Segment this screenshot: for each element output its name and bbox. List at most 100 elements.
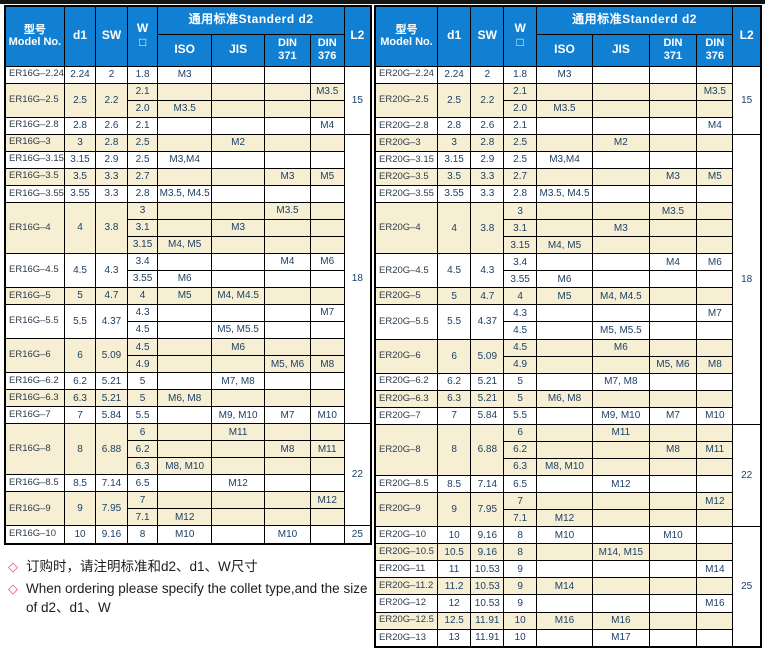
l2-cell: 22 bbox=[343, 423, 372, 527]
jis-cell bbox=[210, 99, 266, 118]
col-header-iso: ISO bbox=[535, 33, 594, 67]
din376-cell bbox=[696, 236, 734, 255]
w-cell: 5 bbox=[126, 389, 159, 408]
sw-cell: 5.09 bbox=[95, 337, 128, 374]
din376-cell bbox=[309, 474, 345, 493]
table-row: ER16G–8 8 6.88 6 M11 22 bbox=[4, 423, 372, 527]
model-cell: ER20G–5.5 bbox=[374, 304, 439, 340]
table-row: ER16G–5.5 5.5 4.37 4.3 M7 bbox=[4, 303, 371, 340]
din376-cell bbox=[696, 270, 734, 289]
din371-cell bbox=[648, 594, 698, 613]
col-header-d1: d1 bbox=[63, 5, 97, 67]
din371-cell: M3.5 bbox=[648, 201, 698, 221]
d1-cell: 3.15 bbox=[437, 150, 472, 169]
top-border-bar bbox=[0, 0, 765, 4]
jis-cell bbox=[592, 116, 650, 135]
table-row: ER20G–9 9 7.95 7 M12 bbox=[374, 492, 761, 528]
model-cell: ER16G–4.5 bbox=[4, 252, 65, 288]
table-row: ER16G–6.3 6.3 5.21 5 M6, M8 bbox=[4, 389, 371, 408]
din371-cell bbox=[648, 321, 698, 340]
din371-cell bbox=[648, 82, 698, 101]
din371-cell bbox=[648, 628, 698, 648]
d1-cell: 5 bbox=[437, 287, 472, 306]
w-cell: 3.15 bbox=[126, 235, 159, 254]
sw-cell: 5.84 bbox=[470, 406, 505, 425]
table-row: ER16G–8.5 8.5 7.14 6.5 M12 bbox=[4, 474, 371, 493]
table-row: 6.2 M8 M11 bbox=[375, 440, 761, 459]
iso-cell: M3.5 bbox=[535, 99, 594, 118]
jis-cell bbox=[592, 389, 650, 408]
d1-cell: 4.5 bbox=[63, 252, 97, 288]
d1-cell: 3.5 bbox=[63, 167, 97, 186]
jis-cell: M3 bbox=[592, 219, 650, 238]
jis-cell: M16 bbox=[592, 611, 650, 630]
w-cell: 2.8 bbox=[503, 184, 537, 204]
model-cell: ER16G–6 bbox=[4, 337, 65, 374]
din371-cell bbox=[264, 491, 311, 510]
iso-cell: M3,M4 bbox=[535, 150, 594, 169]
din371-cell: M5, M6 bbox=[264, 355, 311, 374]
model-cell: ER16G–2.5 bbox=[4, 82, 65, 118]
table-row: ER16G–10 10 9.16 8 M10 M10 25 bbox=[4, 525, 372, 545]
iso-cell bbox=[157, 440, 212, 459]
iso-cell bbox=[157, 320, 212, 340]
d1-cell: 3.5 bbox=[437, 167, 472, 186]
sw-cell: 4.37 bbox=[95, 303, 128, 340]
din376-cell bbox=[309, 508, 345, 527]
jis-cell bbox=[592, 577, 650, 596]
sw-cell: 2.9 bbox=[470, 150, 505, 169]
col-header-l2: L2 bbox=[732, 5, 762, 67]
iso-cell bbox=[157, 406, 212, 425]
d1-cell: 5 bbox=[63, 286, 97, 305]
jis-cell bbox=[592, 457, 650, 477]
model-cell: ER16G–4 bbox=[4, 201, 65, 254]
col-header-iso: ISO bbox=[157, 33, 212, 67]
din371-cell bbox=[648, 543, 698, 562]
w-cell: 2.5 bbox=[126, 133, 159, 152]
jis-cell bbox=[210, 389, 266, 408]
jis-cell bbox=[210, 457, 266, 476]
model-cell: ER16G–9 bbox=[4, 491, 65, 527]
din376-cell bbox=[309, 218, 345, 237]
sw-cell: 10.53 bbox=[470, 594, 505, 613]
d1-cell: 3.55 bbox=[63, 184, 97, 203]
din371-cell: M7 bbox=[648, 406, 698, 425]
col-header-d1: d1 bbox=[437, 5, 472, 67]
din376-cell bbox=[309, 150, 345, 169]
iso-cell bbox=[535, 304, 594, 323]
d1-cell: 6.2 bbox=[437, 372, 472, 391]
table-row: ER20G–12.5 12.5 11.91 10 M16 M16 bbox=[374, 611, 761, 630]
jis-cell bbox=[592, 304, 650, 323]
din376-cell bbox=[696, 389, 734, 408]
din376-cell bbox=[696, 219, 734, 238]
jis-cell bbox=[210, 201, 266, 220]
jis-cell bbox=[210, 167, 266, 186]
note-cn: ◇ 订购时，请注明标准和d2、d1、W尺寸 bbox=[8, 558, 372, 577]
din376-cell bbox=[696, 543, 734, 562]
jis-cell: M4, M4.5 bbox=[210, 286, 266, 305]
d1-cell: 2.8 bbox=[63, 116, 97, 135]
din376-cell bbox=[696, 372, 734, 391]
din371-cell bbox=[264, 286, 311, 305]
din376-cell bbox=[696, 184, 734, 204]
table-row: ER20G–7 7 5.84 5.5 M9, M10 M7 M10 bbox=[374, 406, 761, 425]
din371-cell: M8 bbox=[264, 440, 311, 459]
d1-cell: 4.5 bbox=[437, 253, 472, 289]
model-cell: ER20G–8 bbox=[374, 423, 439, 477]
din376-cell bbox=[696, 526, 734, 545]
iso-cell bbox=[157, 355, 212, 374]
w-cell: 6.5 bbox=[126, 474, 159, 493]
iso-cell bbox=[535, 321, 594, 340]
table-row: ER20G–12 12 10.53 9 M16 bbox=[374, 594, 761, 613]
table-row: 3.55 M6 bbox=[5, 269, 371, 288]
din376-cell: M7 bbox=[309, 303, 345, 322]
w-cell: 2.5 bbox=[126, 150, 159, 169]
er20g-table-area: 型号 Model No. d1 SW W □ 通用标准Standerd d2 L2 ISO JIS… bbox=[374, 5, 762, 648]
sw-cell: 2.2 bbox=[95, 82, 128, 118]
w-cell: 4 bbox=[126, 286, 159, 305]
sw-cell: 9.16 bbox=[470, 526, 505, 545]
din376-cell bbox=[309, 320, 345, 340]
din371-cell bbox=[648, 492, 698, 511]
table-row: ER20G–6 6 5.09 4.5 M6 bbox=[374, 338, 761, 374]
d1-cell: 10 bbox=[437, 526, 472, 545]
